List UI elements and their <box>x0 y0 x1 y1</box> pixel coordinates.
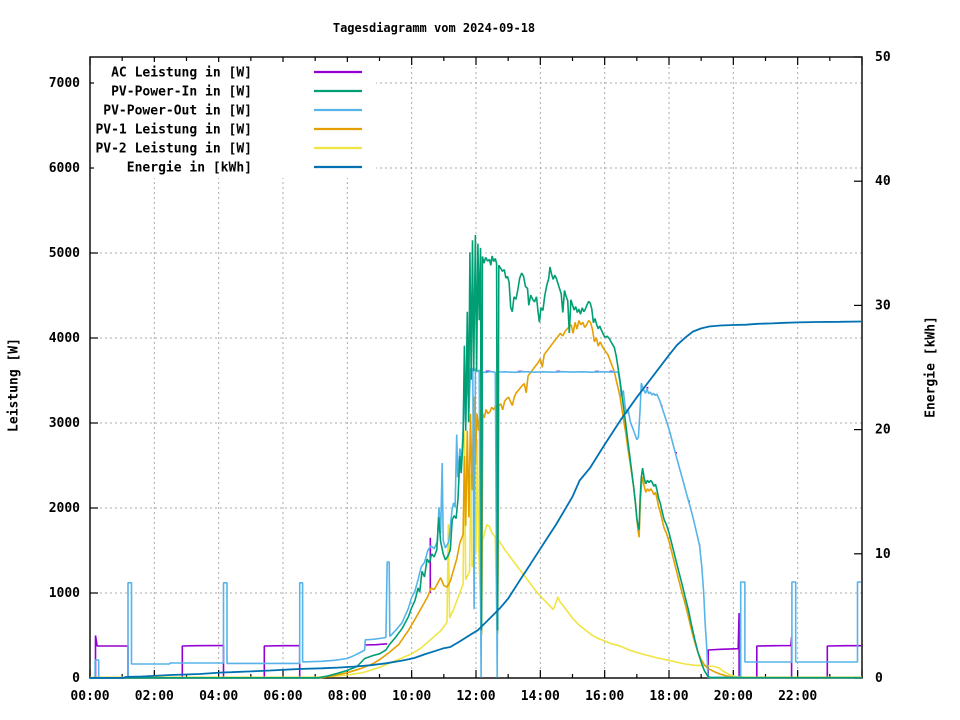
x-tick-label: 08:00 <box>328 689 367 704</box>
y-left-tick-label: 3000 <box>49 416 80 431</box>
y-right-tick-label: 20 <box>875 423 891 438</box>
series-ac-leistung-in-w <box>263 644 301 678</box>
series-energie-in-kwh <box>89 320 863 679</box>
x-tick-label: 10:00 <box>392 689 431 704</box>
series-pv-power-out-in-w <box>90 367 862 679</box>
y-axis-left-label: Leistung [W] <box>6 338 22 432</box>
y-right-tick-label: 30 <box>875 298 891 313</box>
x-tick-label: 20:00 <box>714 689 753 704</box>
y-right-tick-label: 0 <box>875 671 883 686</box>
legend-label-pv-2-leistung-in-w: PV-2 Leistung in [W] <box>95 142 252 157</box>
series-ac-leistung-in-w <box>707 612 740 678</box>
x-tick-label: 00:00 <box>70 689 109 704</box>
x-tick-label: 04:00 <box>199 689 238 704</box>
legend-label-pv-power-out-in-w: PV-Power-Out in [W] <box>103 104 252 119</box>
y-right-tick-label: 40 <box>875 174 891 189</box>
legend-label-pv-1-leistung-in-w: PV-1 Leistung in [W] <box>95 123 252 138</box>
y-left-tick-label: 6000 <box>49 161 80 176</box>
series-pv-1-leistung-in-w <box>90 320 862 679</box>
series-ac-leistung-in-w <box>364 643 388 646</box>
series-lines <box>89 234 863 679</box>
y-axis-right-label: Energie [kWh] <box>923 316 939 418</box>
x-tick-label: 12:00 <box>456 689 495 704</box>
legend-background <box>94 62 376 178</box>
x-tick-label: 16:00 <box>585 689 624 704</box>
series-ac-leistung-in-w <box>94 635 129 678</box>
legend-label-energie-in-kwh: Energie in [kWh] <box>127 161 252 176</box>
x-tick-label: 22:00 <box>778 689 817 704</box>
y-left-tick-label: 1000 <box>49 586 80 601</box>
chart-title: Tagesdiagramm vom 2024-09-18 <box>332 21 536 35</box>
x-tick-label: 18:00 <box>649 689 688 704</box>
x-tick-label: 02:00 <box>135 689 174 704</box>
series-pv-power-in-in-w <box>90 234 862 679</box>
y-left-tick-label: 0 <box>72 671 80 686</box>
series-ac-leistung-in-w <box>755 637 793 678</box>
y-right-tick-label: 50 <box>875 50 891 65</box>
y-left-tick-label: 4000 <box>49 331 80 346</box>
y-right-tick-label: 10 <box>875 547 891 562</box>
x-tick-label: 06:00 <box>263 689 302 704</box>
x-tick-label: 14:00 <box>521 689 560 704</box>
tick-labels: 00:00 02:00 04:00 06:00 08:00 10:00 12:00 14:00… <box>49 50 891 704</box>
y-left-tick-label: 2000 <box>49 501 80 516</box>
legend-label-ac-leistung-in-w: AC Leistung in [W] <box>111 66 252 81</box>
y-left-tick-label: 5000 <box>49 246 80 261</box>
legend-label-pv-power-in-in-w: PV-Power-In in [W] <box>111 85 252 100</box>
y-left-tick-label: 7000 <box>49 76 80 91</box>
legend: AC Leistung in [W] PV-Power-In in [W] PV-P… <box>94 62 376 178</box>
